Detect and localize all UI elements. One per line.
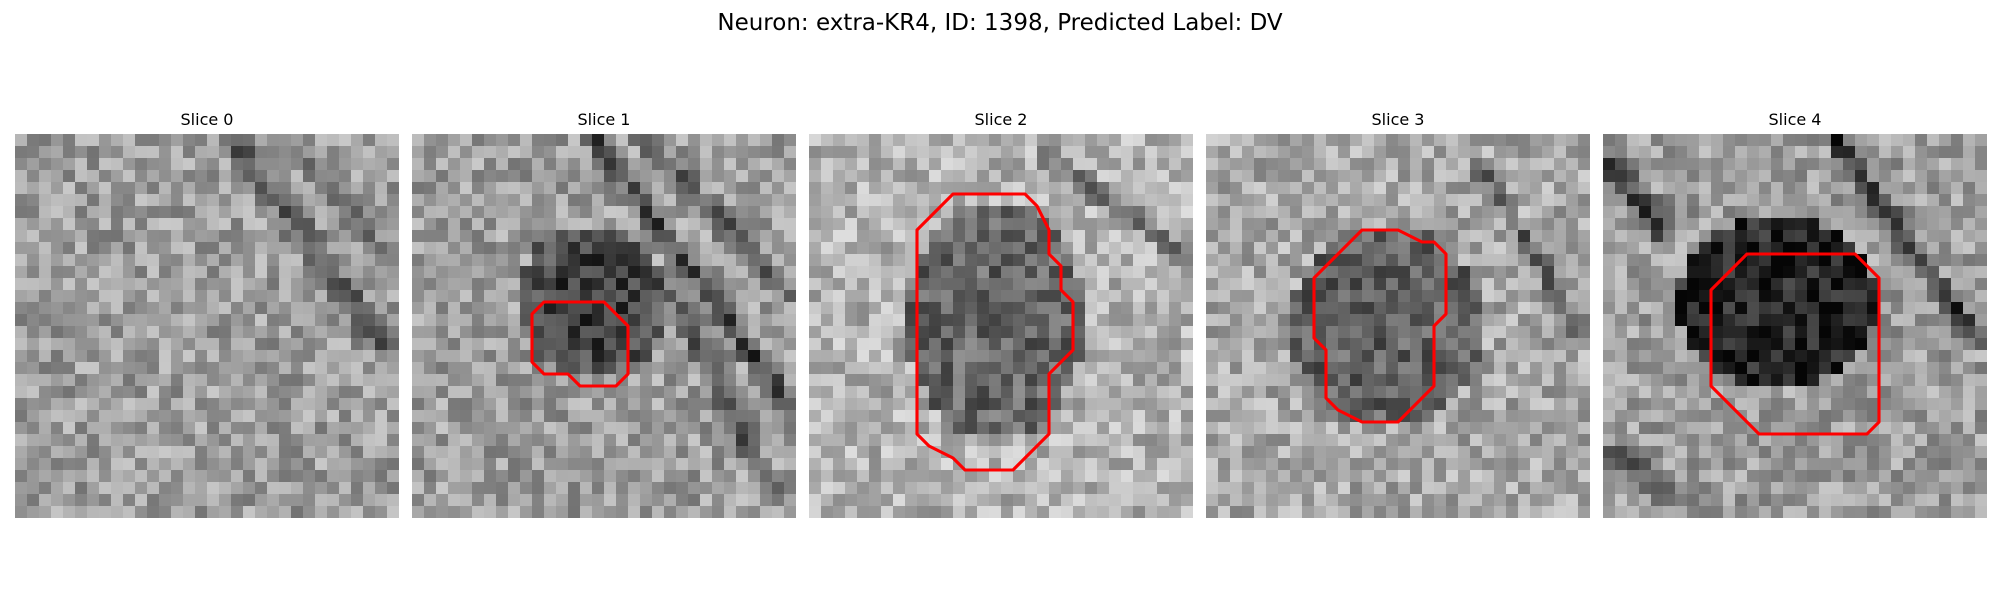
slice-image xyxy=(15,134,399,518)
slice-image xyxy=(809,134,1193,518)
slice-title: Slice 4 xyxy=(1768,110,1822,129)
segmentation-contour xyxy=(915,192,1075,472)
segmentation-contour xyxy=(1709,252,1881,436)
figure-title: Neuron: extra-KR4, ID: 1398, Predicted L… xyxy=(717,10,1283,36)
slice-title: Slice 1 xyxy=(577,110,631,129)
segmentation-contour xyxy=(1312,228,1448,424)
slice-image xyxy=(1206,134,1590,518)
slice-title: Slice 3 xyxy=(1371,110,1425,129)
segmentation-contour xyxy=(530,300,630,388)
slice-image xyxy=(412,134,796,518)
slice-image xyxy=(1603,134,1987,518)
slice-title: Slice 2 xyxy=(974,110,1028,129)
slice-title: Slice 0 xyxy=(180,110,234,129)
